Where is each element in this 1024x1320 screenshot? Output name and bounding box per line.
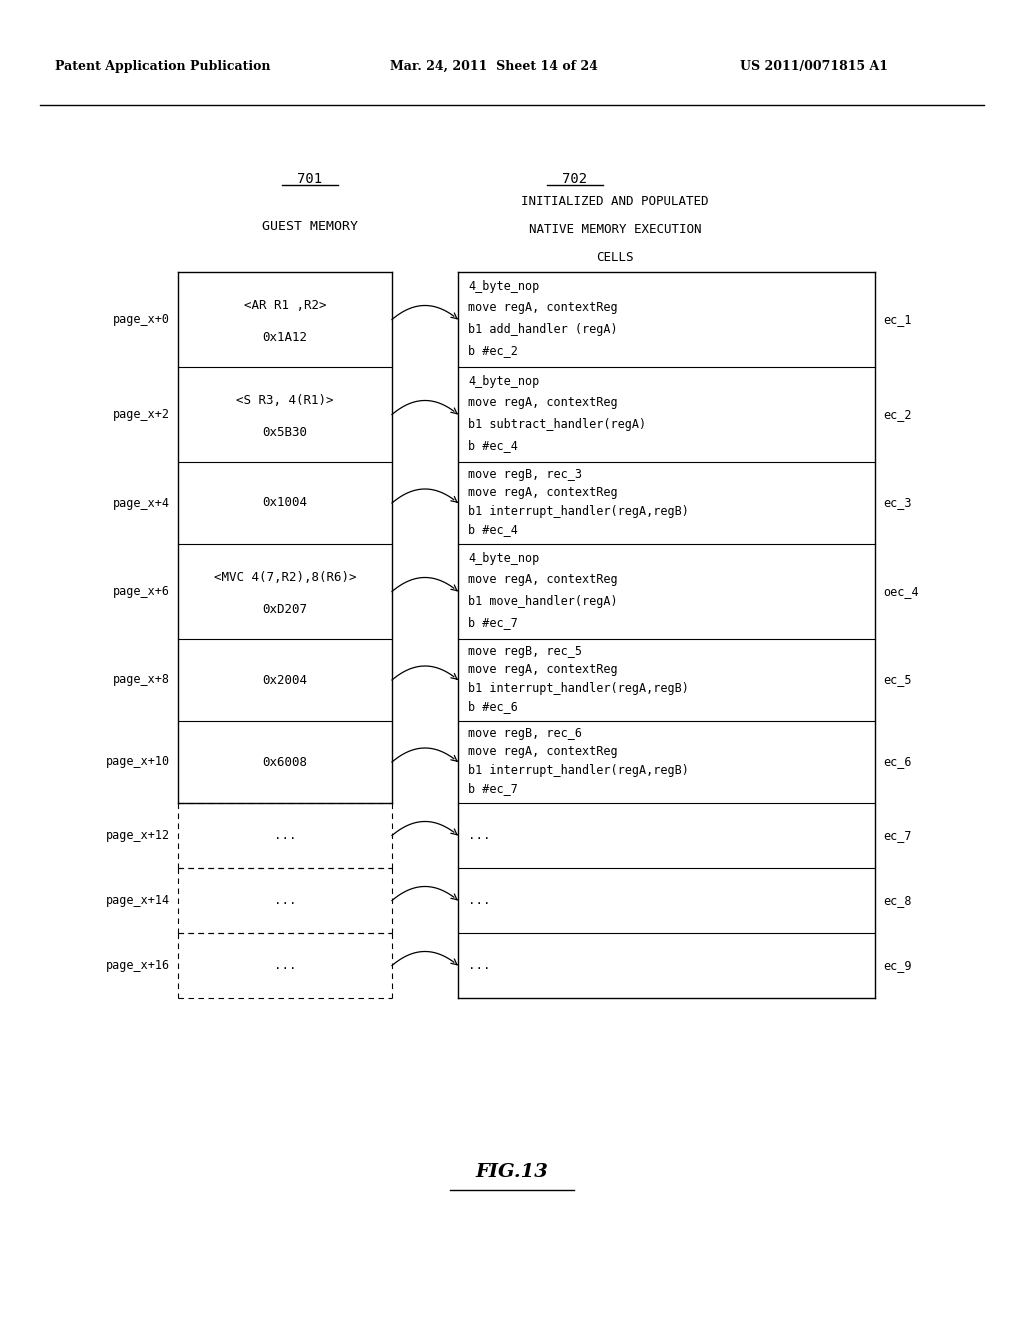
Text: page_x+14: page_x+14: [105, 894, 170, 907]
Text: ...: ...: [273, 960, 296, 972]
Text: GUEST MEMORY: GUEST MEMORY: [262, 220, 358, 234]
Text: move regA, contextReg: move regA, contextReg: [468, 486, 617, 499]
Text: 0x1A12: 0x1A12: [262, 331, 307, 345]
Text: <S R3, 4(R1)>: <S R3, 4(R1)>: [237, 393, 334, 407]
Text: b1 add_handler (regA): b1 add_handler (regA): [468, 322, 617, 335]
Text: move regB, rec_6: move regB, rec_6: [468, 726, 582, 739]
Text: 4_byte_nop: 4_byte_nop: [468, 552, 540, 565]
Text: ec_2: ec_2: [883, 408, 911, 421]
Text: oec_4: oec_4: [883, 585, 919, 598]
Text: <AR R1 ,R2>: <AR R1 ,R2>: [244, 300, 327, 312]
Text: ...: ...: [273, 829, 296, 842]
Text: US 2011/0071815 A1: US 2011/0071815 A1: [740, 59, 888, 73]
Text: move regA, contextReg: move regA, contextReg: [468, 396, 617, 409]
Text: CELLS: CELLS: [596, 251, 634, 264]
Text: ec_1: ec_1: [883, 313, 911, 326]
Text: b #ec_7: b #ec_7: [468, 616, 518, 630]
Text: ...: ...: [273, 894, 296, 907]
Text: move regB, rec_5: move regB, rec_5: [468, 644, 582, 657]
Text: page_x+4: page_x+4: [113, 496, 170, 510]
Text: ...: ...: [468, 960, 490, 972]
Text: page_x+2: page_x+2: [113, 408, 170, 421]
Text: ec_9: ec_9: [883, 960, 911, 972]
Text: b #ec_2: b #ec_2: [468, 345, 518, 358]
Text: FIG.13: FIG.13: [475, 1163, 549, 1181]
Text: page_x+0: page_x+0: [113, 313, 170, 326]
Text: INITIALIZED AND POPULATED: INITIALIZED AND POPULATED: [521, 195, 709, 209]
Text: page_x+6: page_x+6: [113, 585, 170, 598]
Text: ec_7: ec_7: [883, 829, 911, 842]
Text: b1 subtract_handler(regA): b1 subtract_handler(regA): [468, 417, 646, 430]
Text: b #ec_7: b #ec_7: [468, 783, 518, 796]
Text: 701: 701: [297, 172, 323, 186]
Text: ...: ...: [468, 894, 490, 907]
Text: page_x+12: page_x+12: [105, 829, 170, 842]
Text: ec_5: ec_5: [883, 673, 911, 686]
Text: b #ec_4: b #ec_4: [468, 440, 518, 453]
Text: move regB, rec_3: move regB, rec_3: [468, 467, 582, 480]
Text: ec_8: ec_8: [883, 894, 911, 907]
Text: move regA, contextReg: move regA, contextReg: [468, 301, 617, 314]
Text: b #ec_6: b #ec_6: [468, 701, 518, 714]
Text: ec_6: ec_6: [883, 755, 911, 768]
Text: ...: ...: [468, 829, 490, 842]
Text: NATIVE MEMORY EXECUTION: NATIVE MEMORY EXECUTION: [528, 223, 701, 236]
Text: b1 interrupt_handler(regA,regB): b1 interrupt_handler(regA,regB): [468, 504, 689, 517]
Text: 0xD207: 0xD207: [262, 603, 307, 616]
Text: 702: 702: [562, 172, 588, 186]
Text: 0x6008: 0x6008: [262, 755, 307, 768]
Text: 0x1004: 0x1004: [262, 496, 307, 510]
Text: b1 move_handler(regA): b1 move_handler(regA): [468, 595, 617, 607]
Text: 0x5B30: 0x5B30: [262, 426, 307, 440]
Text: 4_byte_nop: 4_byte_nop: [468, 375, 540, 388]
Text: Patent Application Publication: Patent Application Publication: [55, 59, 270, 73]
Text: b1 interrupt_handler(regA,regB): b1 interrupt_handler(regA,regB): [468, 682, 689, 694]
Text: Mar. 24, 2011  Sheet 14 of 24: Mar. 24, 2011 Sheet 14 of 24: [390, 59, 598, 73]
Text: <MVC 4(7,R2),8(R6)>: <MVC 4(7,R2),8(R6)>: [214, 572, 356, 583]
Text: page_x+10: page_x+10: [105, 755, 170, 768]
Text: ec_3: ec_3: [883, 496, 911, 510]
Text: b #ec_4: b #ec_4: [468, 524, 518, 536]
Text: move regA, contextReg: move regA, contextReg: [468, 573, 617, 586]
Text: page_x+16: page_x+16: [105, 960, 170, 972]
Text: move regA, contextReg: move regA, contextReg: [468, 746, 617, 758]
Text: 4_byte_nop: 4_byte_nop: [468, 280, 540, 293]
Text: page_x+8: page_x+8: [113, 673, 170, 686]
Text: move regA, contextReg: move regA, contextReg: [468, 663, 617, 676]
Text: 0x2004: 0x2004: [262, 673, 307, 686]
Text: b1 interrupt_handler(regA,regB): b1 interrupt_handler(regA,regB): [468, 764, 689, 777]
